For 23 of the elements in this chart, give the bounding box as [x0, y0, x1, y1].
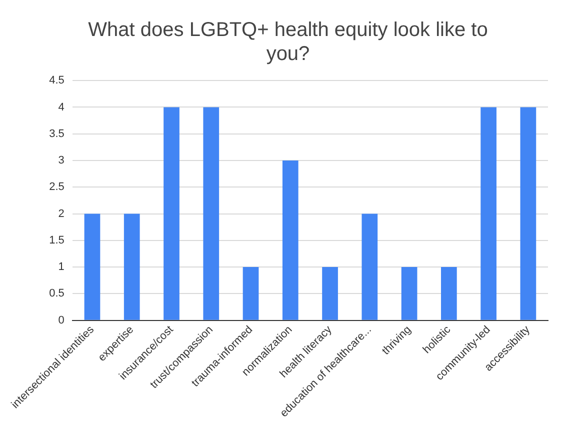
bar: [242, 267, 259, 320]
y-tick-label: 2.5: [49, 181, 64, 194]
y-tick-label: 0.5: [49, 288, 64, 300]
chart-title: What does LGBTQ+ health equity look like to you?: [87, 18, 489, 66]
bar: [124, 214, 140, 320]
bar: [440, 267, 457, 320]
bar: [401, 267, 418, 320]
bar: [322, 267, 338, 320]
bar: [203, 107, 220, 320]
bar: [520, 107, 536, 320]
y-tick-label: 0: [58, 314, 64, 326]
y-tick-label: 3.5: [49, 128, 64, 140]
bar: [282, 160, 298, 320]
bar: [480, 107, 496, 320]
y-tick-label: 4.5: [49, 74, 64, 87]
bar: [84, 214, 100, 320]
y-tick-label: 2: [58, 208, 64, 220]
y-tick-label: 4: [58, 101, 64, 114]
bar: [362, 214, 378, 320]
bar: [164, 107, 180, 320]
y-tick-label: 3: [58, 154, 64, 167]
y-tick-label: 1: [58, 261, 64, 274]
y-tick-label: 1.5: [49, 234, 64, 246]
